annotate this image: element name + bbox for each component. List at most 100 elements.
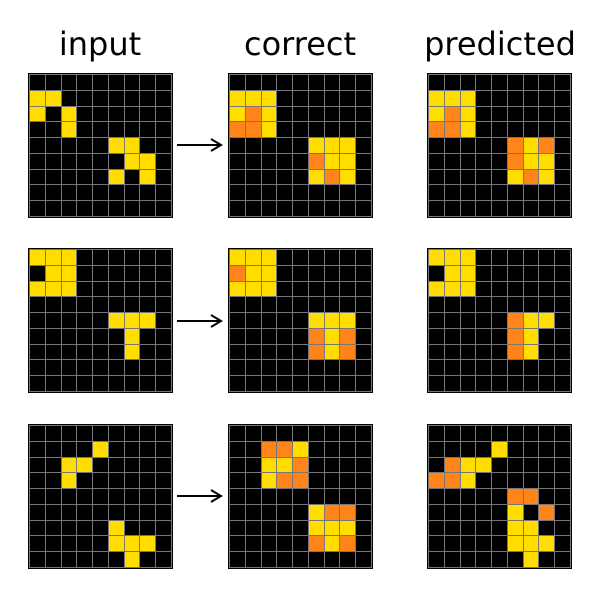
grid-cell [429,169,444,185]
grid-cell [460,457,476,473]
grid-cell [108,75,124,90]
grid-cell [308,328,324,344]
grid-cell [460,552,476,567]
grid-cell [108,552,124,567]
grid-cell [523,441,539,457]
grid-cell [140,106,156,122]
grid-cell [156,536,171,552]
grid-cell [356,75,371,90]
grid-cell [555,473,570,489]
grid-cell [293,265,308,281]
grid-cell [555,265,570,281]
grid-cell [77,201,93,216]
grid-cell [523,281,539,297]
grid-cell [460,185,476,201]
grid-cell [61,489,77,504]
arrow-icon [177,138,223,152]
grid-cell [555,360,570,376]
grid-cell [539,360,555,376]
grid-cell [140,328,156,344]
grid-cell [444,376,460,391]
grid-cell [108,201,124,216]
grid-cell [77,520,93,536]
grid-cell [476,153,492,169]
grid-cell [277,297,293,313]
grid-cell [356,520,371,536]
grid-cell [539,169,555,185]
grid-cell [460,297,476,313]
grid-cell [45,138,61,153]
grid-cell [45,441,61,457]
grid-cell [230,536,245,552]
grid-cell [93,536,108,552]
grid-cell [124,201,140,216]
grid-cell [429,90,444,106]
grid-cell [293,376,308,391]
grid-cell [230,473,245,489]
grid-cell [61,536,77,552]
grid-cell [539,106,555,122]
input-grid-1 [28,73,173,218]
grid-cell [460,106,476,122]
grid-cell [308,520,324,536]
grid-cell [293,473,308,489]
grid-cell [30,426,45,441]
grid-cell [523,250,539,265]
grid-cell [507,281,523,297]
grid-cell [340,122,356,138]
correct-grid-3 [228,424,373,569]
grid-cell [340,344,356,360]
grid-cell [108,265,124,281]
grid-cell [230,281,245,297]
grid-cell [507,473,523,489]
grid-cell [61,281,77,297]
grid-cell [523,376,539,391]
grid-cell [140,297,156,313]
grid-cell [277,489,293,504]
grid-cell [324,473,340,489]
grid-cell [261,344,277,360]
input-grid-2 [28,248,173,393]
grid-cell [230,201,245,216]
predicted-grid-1 [427,73,572,218]
grid-cell [230,344,245,360]
grid-cell [124,122,140,138]
grid-cell [539,313,555,328]
grid-cell [108,297,124,313]
grid-cell [523,536,539,552]
grid-cell [108,106,124,122]
grid-cell [77,169,93,185]
grid-cell [429,250,444,265]
grid-cell [507,90,523,106]
grid-cell [61,106,77,122]
grid-cell [539,138,555,153]
grid-cell [230,457,245,473]
grid-cell [293,250,308,265]
grid-cell [356,122,371,138]
grid-cell [45,281,61,297]
grid-cell [444,201,460,216]
grid-cell [476,457,492,473]
grid-cell [507,250,523,265]
grid-cell [30,265,45,281]
grid-cell [444,344,460,360]
grid-cell [124,520,140,536]
grid-cell [429,552,444,567]
grid-cell [30,281,45,297]
grid-cell [340,250,356,265]
grid-cell [340,457,356,473]
grid-cell [30,360,45,376]
grid-cell [539,489,555,504]
grid-cell [324,426,340,441]
grid-cell [277,281,293,297]
grid-cell [124,313,140,328]
grid-cell [245,489,261,504]
grid-cell [77,185,93,201]
grid-cell [308,153,324,169]
grid-cell [444,297,460,313]
grid-cell [340,265,356,281]
grid-cell [356,504,371,520]
grid-cell [555,504,570,520]
grid-cell [308,552,324,567]
grid-cell [277,169,293,185]
